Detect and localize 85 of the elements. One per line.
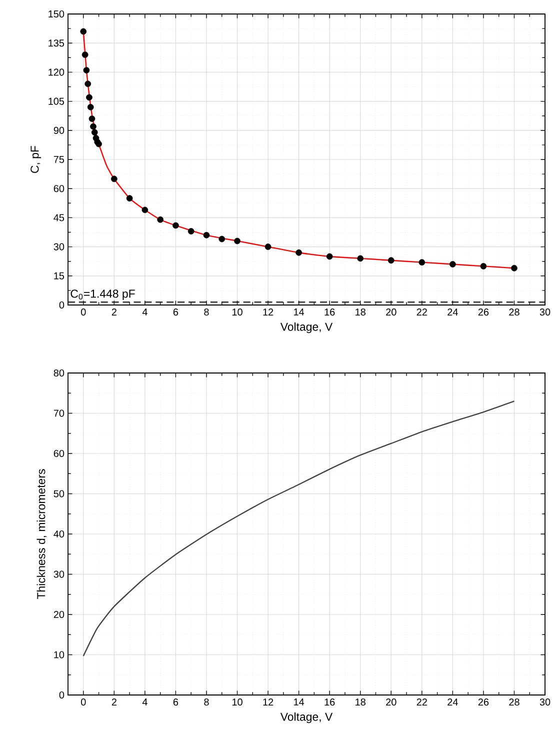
y-tick-label: 10 [54,651,64,658]
x-axis-title: Voltage, V [280,712,333,724]
point [326,253,333,260]
point [234,238,241,244]
x-tick-label: 30 [540,698,550,706]
point [172,222,179,229]
x-tick-label: 26 [478,698,489,706]
x-tick-label: 10 [232,698,242,706]
x-tick-label: 4 [142,308,148,316]
x-tick-label: 28 [509,308,520,316]
y-tick-label: 30 [54,570,64,578]
point [480,263,487,270]
y-tick-label: 20 [54,610,64,618]
y-tick-label: 90 [54,126,64,134]
point [157,216,164,223]
ref-line-label: C$_{0}$=1.448 pF [70,290,135,300]
x-tick-label: 0 [81,698,86,706]
point [91,129,98,136]
point [418,259,426,266]
point [86,94,92,101]
x-tick-label: 30 [540,308,550,316]
point [450,261,456,268]
y-tick-label: 0 [59,691,64,699]
y-axis-title: Thickness d, micrometers [36,469,47,600]
x-tick-label: 20 [386,698,396,706]
y-tick-label: 15 [54,272,64,280]
x-tick-label: 6 [174,698,178,706]
y-tick-label: 45 [54,214,64,222]
x-tick-label: 6 [174,308,178,316]
x-tick-label: 16 [324,308,335,316]
x-tick-label: 4 [142,698,148,706]
point [511,264,518,272]
x-tick-label: 24 [448,698,458,706]
x-axis-title: Voltage, V [280,322,333,334]
x-tick-label: 14 [294,698,304,706]
point [83,67,90,74]
y-tick-label: 60 [54,185,64,192]
y-tick-label: 70 [54,410,64,417]
y-tick-label: 50 [54,490,64,498]
x-tick-label: 14 [294,308,304,316]
point [111,176,118,182]
x-tick-label: 8 [204,308,209,316]
point [126,195,133,202]
x-tick-label: 0 [81,308,86,316]
x-tick-label: 22 [416,698,428,706]
y-tick-label: 120 [48,68,64,76]
point [203,232,210,238]
x-tick-label: 24 [448,308,458,316]
y-tick-label: 105 [48,98,64,105]
point [388,257,394,264]
x-tick-label: 26 [478,308,489,316]
point [88,116,96,122]
x-tick-label: 2 [112,308,116,316]
x-tick-label: 28 [509,698,520,706]
point [90,123,96,130]
x-tick-label: 16 [324,698,335,706]
y-tick-label: 40 [54,530,64,538]
point [84,80,92,88]
y-tick-label: 30 [54,243,64,250]
point [87,104,94,110]
point [142,206,148,214]
point [188,228,194,234]
point [218,236,226,242]
y-tick-label: 0 [59,301,64,309]
x-tick-label: 18 [356,308,366,316]
point [264,244,272,250]
x-tick-label: 20 [386,308,396,316]
x-tick-label: 12 [263,698,274,706]
y-tick-label: 135 [48,40,64,47]
x-tick-label: 8 [204,698,209,706]
y-axis-title: C, pF [30,146,42,173]
y-tick-label: 150 [48,10,64,18]
line-series [82,400,515,657]
x-tick-label: 10 [232,308,242,316]
point [82,52,88,58]
point [296,249,302,256]
x-tick-label: 12 [263,308,274,316]
x-tick-label: 18 [356,698,366,706]
x-tick-label: 22 [416,308,428,316]
point [80,28,87,35]
y-tick-label: 75 [54,156,64,163]
x-tick-label: 2 [112,698,116,706]
y-tick-label: 60 [54,450,64,458]
point [357,255,364,262]
y-tick-label: 80 [54,369,64,377]
